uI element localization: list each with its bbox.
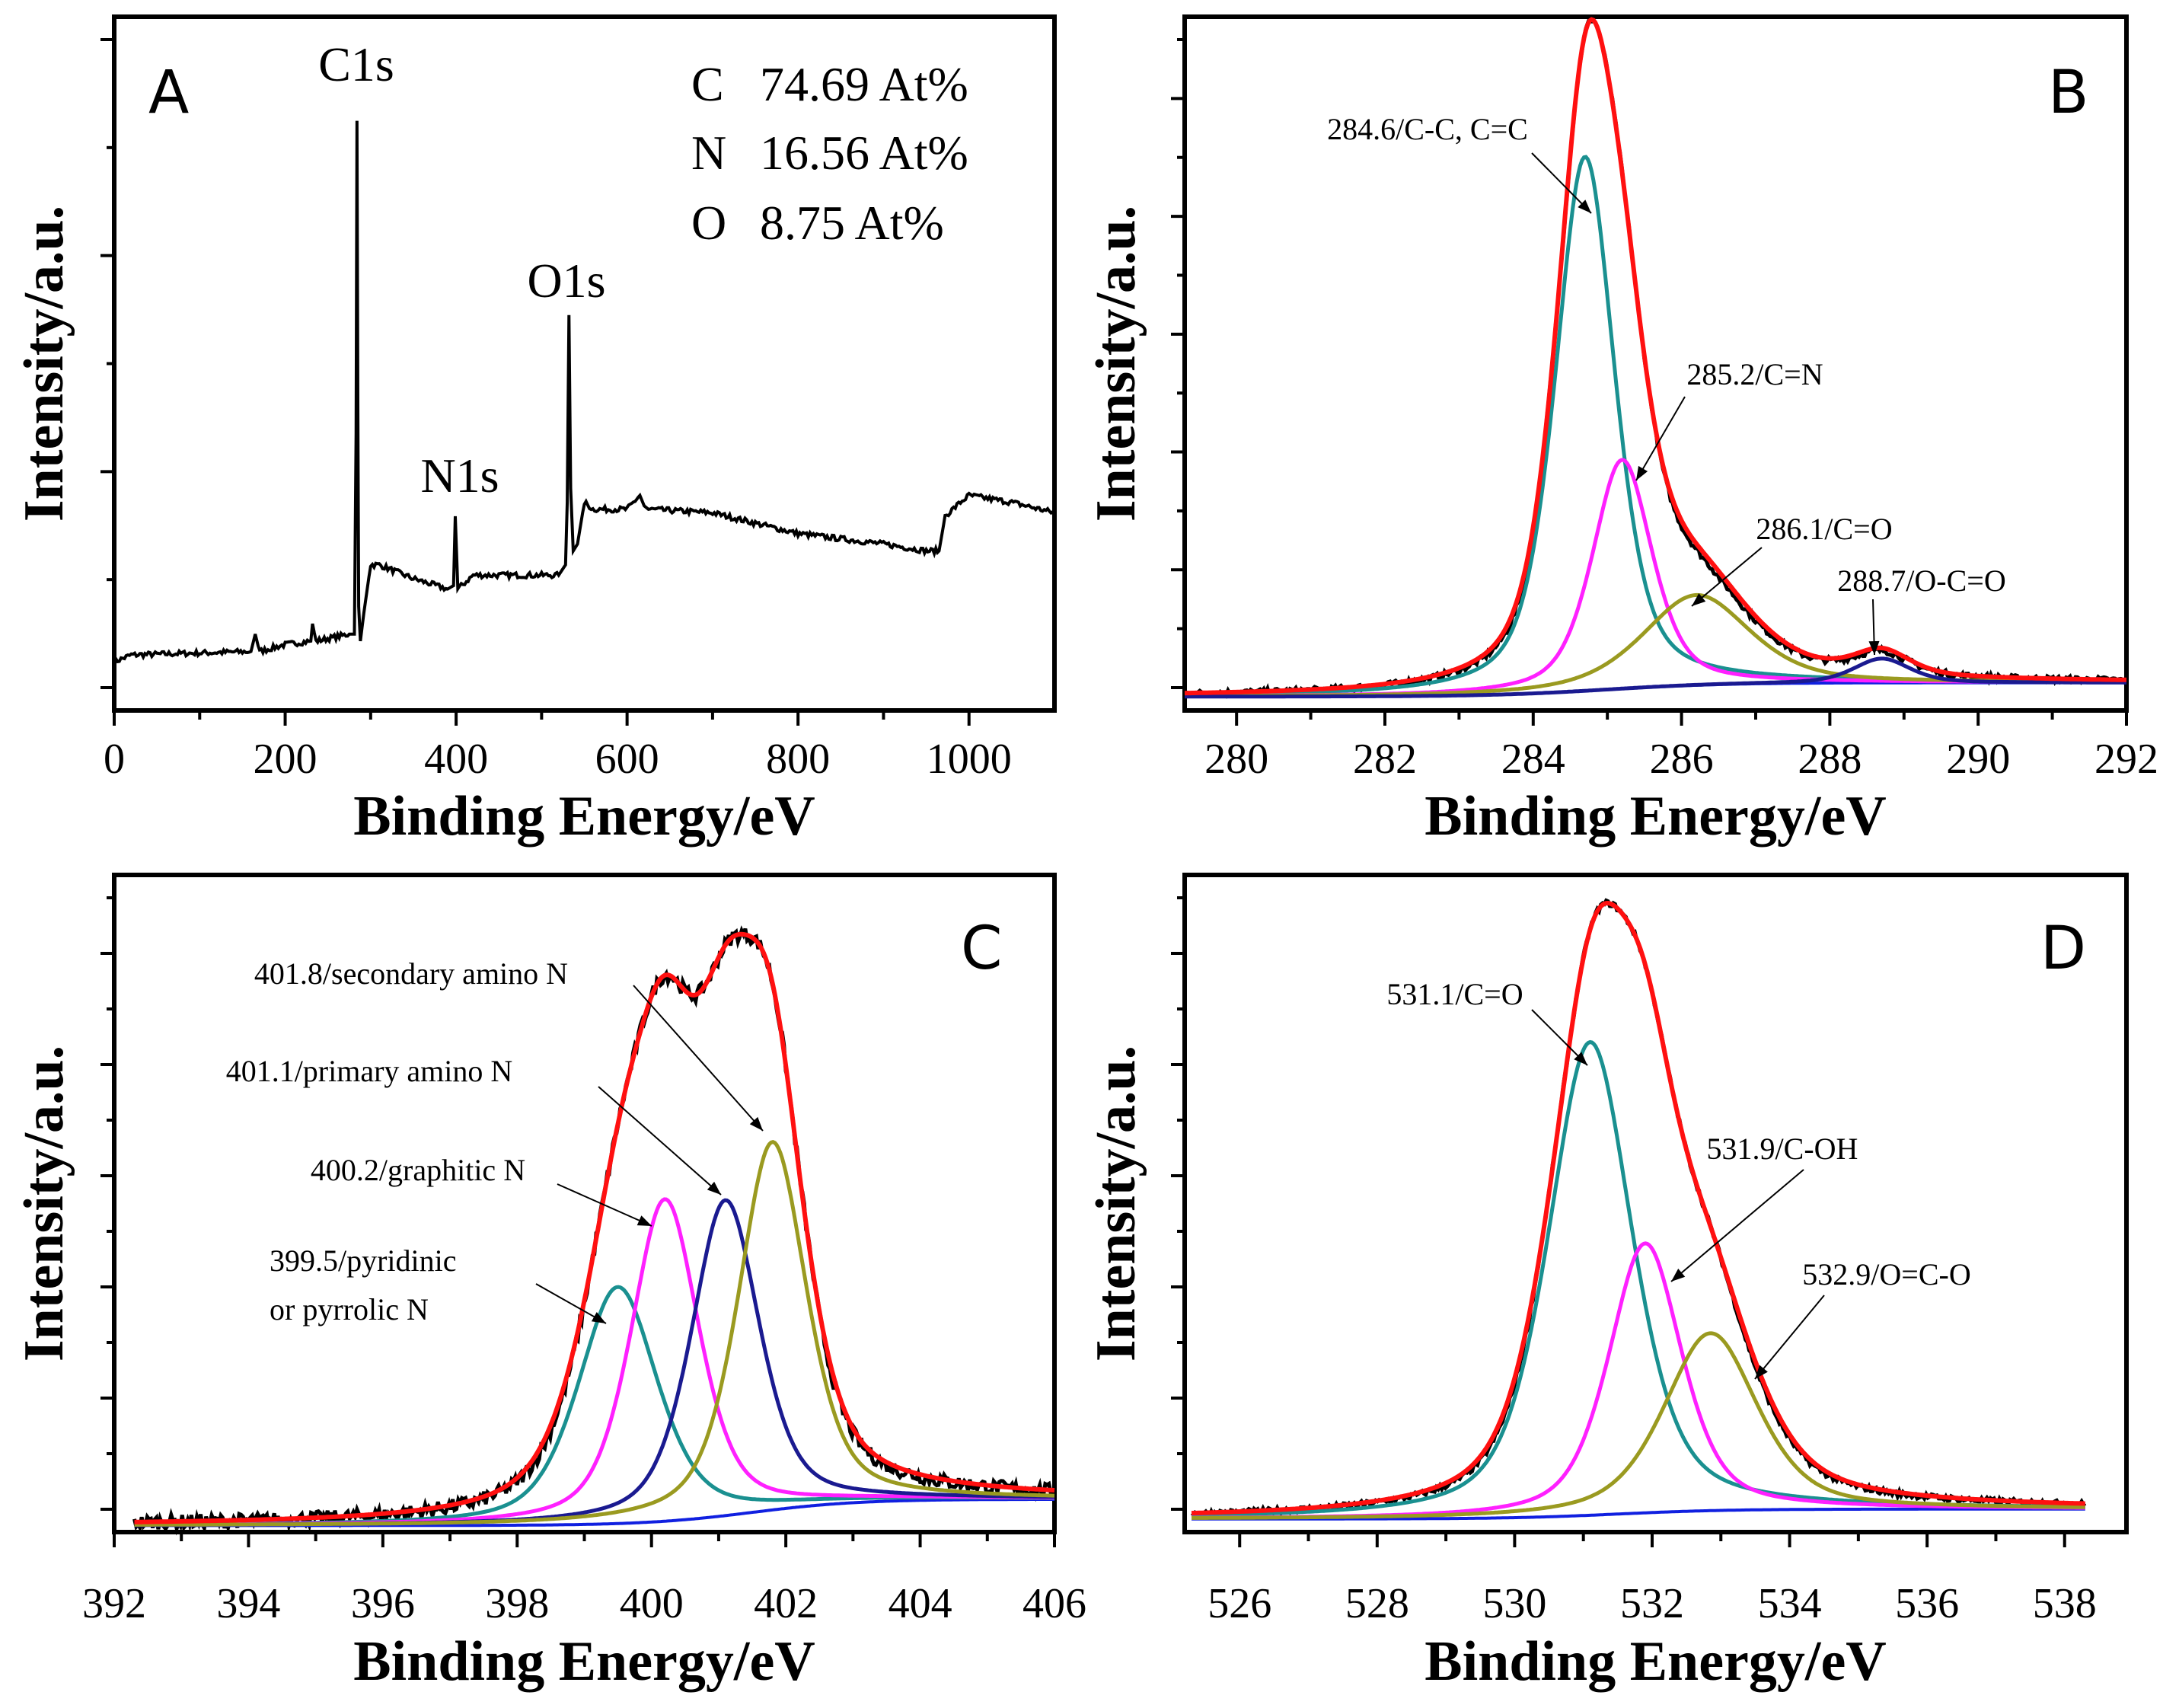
x-axis-title: Binding Energy/eV: [1424, 1630, 1887, 1693]
x-tick-label: 400: [620, 1580, 684, 1627]
panel-label: B: [2048, 59, 2089, 127]
arrowhead-icon: [707, 1181, 721, 1195]
arrowhead-icon: [1755, 1365, 1768, 1379]
fit-component-line-3: [134, 1139, 1054, 1527]
annotation-secondary-amino: 401.8/secondary amino N: [254, 956, 568, 991]
x-tick-label: 290: [1946, 736, 2010, 783]
peak-label-n1s: N1s: [420, 449, 499, 503]
arrowhead-icon: [1868, 640, 1880, 655]
x-tick-label: 394: [216, 1580, 280, 1627]
annotation-c-oh: 531.9/C-OH: [1707, 1132, 1858, 1166]
x-tick-label: 280: [1204, 736, 1268, 783]
x-tick-label: 400: [424, 736, 488, 783]
background-baseline-line: [1192, 1507, 2085, 1521]
arrowhead-icon: [1574, 1052, 1587, 1065]
composition-value-n: 16.56 At%: [760, 126, 968, 180]
x-tick-label: 536: [1895, 1580, 1959, 1627]
arrowhead-icon: [1692, 593, 1706, 606]
annotation-arrow: [557, 1183, 652, 1227]
experimental-data-line: [1191, 898, 2087, 1520]
x-tick-label: 284: [1501, 736, 1565, 783]
annotation-pyridinic-line1: 399.5/pyridinic: [270, 1243, 457, 1278]
peak-label-o1s: O1s: [527, 254, 605, 308]
plot-frame: [112, 14, 1057, 713]
x-tick-label: 404: [889, 1580, 952, 1627]
annotation-arrow: [1531, 152, 1592, 214]
x-tick-label: 292: [2094, 736, 2158, 783]
composition-value-o: 8.75 At%: [760, 196, 944, 250]
y-axis-title: Intensity/a.u.: [1085, 206, 1147, 522]
annotation-arrow: [1670, 1169, 1804, 1282]
x-axis-title: Binding Energy/eV: [353, 785, 815, 848]
y-axis-title: Intensity/a.u.: [13, 1046, 75, 1362]
arrowhead-icon: [591, 1312, 606, 1323]
x-tick-label: 396: [351, 1580, 415, 1627]
annotation-arrow: [1635, 396, 1686, 481]
x-tick-label: 286: [1650, 736, 1714, 783]
panel-label: D: [2040, 915, 2086, 983]
x-tick-label: 402: [754, 1580, 818, 1627]
x-tick-label: 200: [254, 736, 317, 783]
x-tick-label: 528: [1345, 1580, 1409, 1627]
plot-frame: [1182, 14, 2129, 713]
x-tick-label: 534: [1758, 1580, 1822, 1627]
x-tick-label: 800: [766, 736, 830, 783]
x-tick-label: 600: [595, 736, 659, 783]
annotation-arrow: [633, 985, 764, 1132]
y-axis-title: Intensity/a.u.: [1085, 1046, 1147, 1362]
experimental-data-line: [132, 925, 1057, 1536]
annotation-o-c-o: 532.9/O=C-O: [1802, 1257, 1970, 1291]
annotation-arrow: [1754, 1295, 1825, 1380]
x-tick-label: 288: [1798, 736, 1862, 783]
y-axis-title: Intensity/a.u.: [13, 206, 75, 522]
panel-d-o1s: D 531.1/C=O 531.9/C-OH 532.9/O=C-O 526 52…: [1085, 873, 2129, 1693]
annotation-primary-amino: 401.1/primary amino N: [226, 1054, 513, 1088]
panel-a-survey: A C1s N1s O1s C 74.69 At% N 16.56 At% O …: [13, 14, 1057, 848]
x-axis-title: Binding Energy/eV: [353, 1630, 815, 1693]
arrowhead-icon: [1578, 200, 1591, 213]
plot-frame: [1182, 873, 2129, 1534]
x-axis-title: Binding Energy/eV: [1424, 785, 1887, 848]
arrowhead-icon: [636, 1215, 652, 1226]
x-tick-label: 282: [1353, 736, 1417, 783]
x-tick-label: 538: [2033, 1580, 2097, 1627]
peak-label-c1s: C1s: [318, 37, 394, 91]
annotation-c-c: 284.6/C-C, C=C: [1327, 112, 1528, 146]
fit-envelope-line: [1184, 17, 2126, 696]
arrowhead-icon: [1671, 1269, 1686, 1282]
composition-element-c: C: [691, 57, 724, 111]
arrowhead-icon: [749, 1116, 763, 1131]
annotation-o-c-o: 288.7/O-C=O: [1837, 563, 2005, 598]
panel-c-n1s: C 401.8/secondary amino N 401.1/primary …: [13, 873, 1086, 1693]
arrowhead-icon: [1636, 465, 1648, 480]
x-tick-label: 532: [1620, 1580, 1684, 1627]
fit-component-line-2: [1192, 1331, 2085, 1520]
annotation-c-o: 286.1/C=O: [1756, 512, 1892, 546]
panel-label: A: [148, 59, 189, 127]
fit-envelope-line: [1191, 900, 2085, 1516]
x-tick-label: 398: [485, 1580, 549, 1627]
annotation-pyridinic-line2: or pyrrolic N: [270, 1292, 429, 1326]
panel-label: C: [961, 915, 1002, 983]
annotation-graphitic: 400.2/graphitic N: [311, 1153, 525, 1187]
composition-element-o: O: [691, 196, 726, 250]
x-tick-label: 406: [1023, 1580, 1086, 1627]
annotation-arrow: [1691, 547, 1763, 607]
fit-envelope-line: [134, 931, 1055, 1524]
annotation-arrow: [598, 1086, 722, 1196]
x-tick-label: 526: [1208, 1580, 1271, 1627]
x-tick-label: 530: [1482, 1580, 1546, 1627]
annotation-c-n: 285.2/C=N: [1686, 357, 1823, 391]
x-tick-label: 1000: [927, 736, 1012, 783]
x-tick-label: 0: [104, 736, 125, 783]
composition-element-n: N: [691, 126, 726, 180]
x-tick-label: 392: [82, 1580, 146, 1627]
annotation-c-o: 531.1/C=O: [1386, 977, 1523, 1011]
fit-component-line-3: [1185, 656, 2126, 699]
panel-b-c1s: B 284.6/C-C, C=C 285.2/C=N 286.1/C=O 288…: [1085, 14, 2158, 848]
composition-value-c: 74.69 At%: [760, 57, 968, 111]
survey-spectrum-line: [113, 120, 1055, 666]
